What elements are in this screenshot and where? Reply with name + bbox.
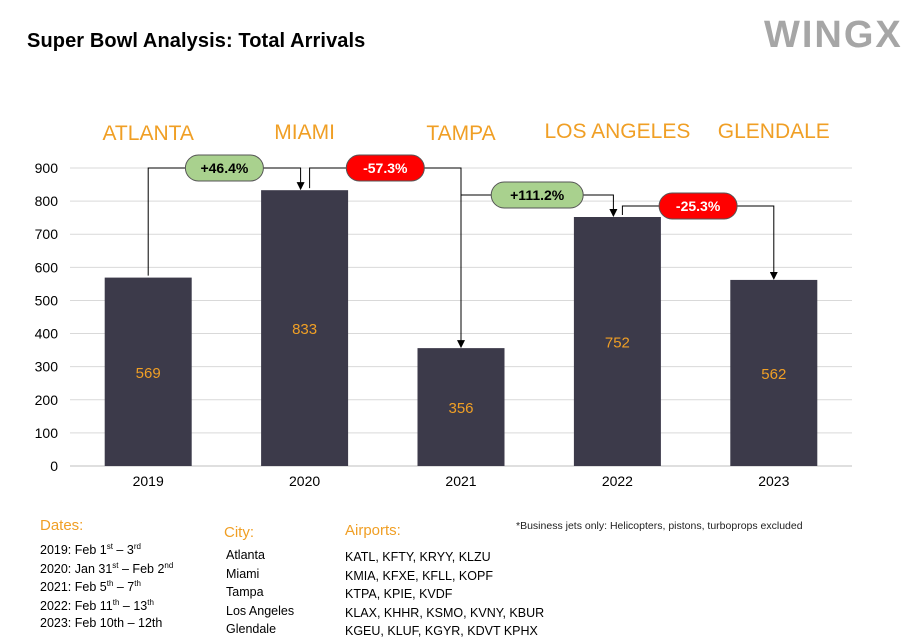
airports-heading: Airports: xyxy=(345,522,401,539)
page-title: Super Bowl Analysis: Total Arrivals xyxy=(27,30,366,52)
x-tick-label: 2020 xyxy=(289,473,320,489)
x-tick-label: 2022 xyxy=(602,473,633,489)
y-tick-label: 500 xyxy=(35,292,59,308)
dates-list: 2019: Feb 1st – 3rd 2020: Jan 31st – Feb… xyxy=(40,542,173,635)
bar-value-label: 569 xyxy=(136,365,161,382)
y-tick-label: 800 xyxy=(35,193,59,209)
change-badge xyxy=(490,181,584,209)
bar-value-label: 356 xyxy=(448,400,473,417)
city-label: ATLANTA xyxy=(102,122,193,145)
change-badge xyxy=(345,154,425,182)
city-label: LOS ANGELES xyxy=(544,120,690,143)
city-item: Glendale xyxy=(226,622,277,636)
y-tick-label: 400 xyxy=(35,326,59,342)
airport-item: KLAX, KHHR, KSMO, KVNY, KBUR xyxy=(345,605,545,620)
y-tick-label: 100 xyxy=(35,425,59,441)
change-badge-label: +111.2% xyxy=(510,187,565,203)
city-item: Miami xyxy=(226,566,260,581)
dates-heading: Dates: xyxy=(40,517,84,534)
city-item: Tampa xyxy=(226,585,264,599)
bar xyxy=(730,279,818,466)
y-tick-label: 0 xyxy=(50,458,58,474)
change-badge xyxy=(184,154,264,182)
bar xyxy=(261,190,349,466)
city-item: Los Angeles xyxy=(226,603,295,618)
airport-item: KGEU, KLUF, KGYR, KDVT KPHX xyxy=(345,624,538,638)
date-row: 2019: Feb 1st – 3rd xyxy=(40,542,141,558)
airports-list: KATL, KFTY, KRYY, KLZU KMIA, KFXE, KFLL,… xyxy=(345,550,544,643)
y-tick-label: 200 xyxy=(35,392,59,408)
date-row: 2020: Jan 31st – Feb 2nd xyxy=(40,560,174,576)
bar-value-label: 562 xyxy=(761,366,786,383)
footnote: *Business jets only: Helicopters, piston… xyxy=(516,520,803,532)
wingx-logo: WINGX xyxy=(764,14,902,56)
bar xyxy=(417,348,505,466)
city-label: TAMPA xyxy=(426,122,495,145)
airport-item: KATL, KFTY, KRYY, KLZU xyxy=(345,550,491,564)
city-item: Atlanta xyxy=(226,548,265,562)
change-badge-label: -25.3% xyxy=(676,198,721,214)
y-tick-label: 700 xyxy=(35,226,59,242)
airport-item: KTPA, KPIE, KVDF xyxy=(345,587,453,601)
change-badge-label: +46.4% xyxy=(200,160,248,176)
x-tick-label: 2019 xyxy=(133,473,164,489)
x-tick-label: 2021 xyxy=(445,473,476,489)
x-tick-label: 2023 xyxy=(758,473,789,489)
date-row: 2021: Feb 5th – 7th xyxy=(40,579,141,595)
y-tick-label: 300 xyxy=(35,359,59,375)
bar-value-label: 833 xyxy=(292,321,317,338)
airport-item: KMIA, KFXE, KFLL, KOPF xyxy=(345,568,493,583)
city-label: MIAMI xyxy=(274,121,335,144)
change-badge xyxy=(658,192,738,220)
bar xyxy=(573,217,661,466)
change-badge-label: -57.3% xyxy=(363,160,408,176)
date-row: 2023: Feb 10th – 12th xyxy=(40,616,163,630)
date-row: 2022: Feb 11th – 13th xyxy=(40,597,154,613)
y-tick-label: 900 xyxy=(35,160,59,176)
bar xyxy=(104,277,192,466)
city-list: Atlanta Miami Tampa Los Angeles Glendale xyxy=(226,548,294,641)
city-label: GLENDALE xyxy=(718,120,830,143)
y-tick-label: 600 xyxy=(35,259,59,275)
bar-value-label: 752 xyxy=(605,335,630,352)
city-heading: City: xyxy=(224,524,254,541)
arrivals-bar-chart: +46.4% -57.3% +111.2% -25.3% 0 100 200 300 400 5… xyxy=(35,120,852,489)
